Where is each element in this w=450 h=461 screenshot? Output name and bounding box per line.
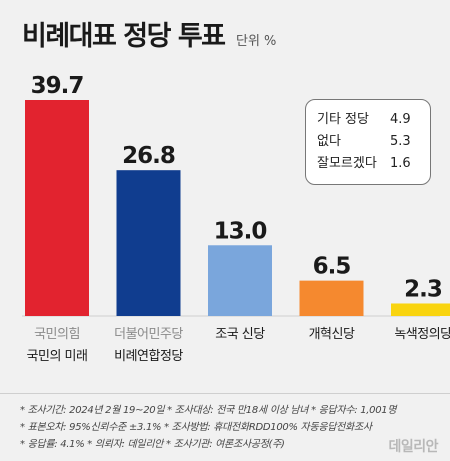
category-label: 녹색정의당	[394, 327, 450, 342]
data-label: 26.8	[122, 143, 175, 169]
footer-line: * 표본오차: 95%신뢰수준 ±3.1% * 조사방법: 휴대전화RDD100…	[20, 422, 372, 433]
others-row: 기타 정당 4.9	[317, 109, 418, 131]
footer-line: * 응답률: 4.1% * 의뢰자: 데일리안 * 조사기관: 여론조사공정(주…	[20, 439, 285, 450]
unit-label: 단위 %	[236, 34, 277, 49]
footer-line: * 조사기간: 2024년 2월 19~20일 * 조사대상: 전국 만18세 …	[20, 405, 397, 416]
others-box: 기타 정당 4.9 없다 5.3 잘모르겠다 1.6	[305, 99, 431, 185]
others-label: 잘모르겠다	[317, 156, 377, 171]
others-label: 기타 정당	[317, 112, 369, 127]
category-label: 국민의힘	[34, 327, 80, 342]
survey-footer: * 조사기간: 2024년 2월 19~20일 * 조사대상: 전국 만18세 …	[0, 393, 450, 461]
bar	[116, 170, 181, 316]
watermark-logo: 데일리안	[388, 439, 438, 455]
category-label: 국민의 미래	[27, 349, 88, 364]
others-value: 4.9	[390, 112, 411, 127]
others-value: 5.3	[390, 134, 411, 149]
category-label: 개혁신당	[309, 327, 355, 342]
others-row: 없다 5.3	[317, 131, 418, 153]
data-label: 6.5	[313, 254, 351, 280]
data-label: 13.0	[214, 218, 267, 244]
chart-title: 비례대표 정당 투표	[22, 21, 226, 52]
category-label: 더불어민주당	[114, 327, 183, 342]
bar	[208, 245, 272, 316]
bar	[391, 303, 450, 316]
bar	[25, 100, 89, 316]
others-row: 잘모르겠다 1.6	[317, 153, 418, 175]
bar	[299, 280, 364, 316]
category-label: 조국 신당	[215, 327, 265, 342]
others-label: 없다	[317, 134, 341, 149]
data-label: 39.7	[31, 73, 84, 99]
category-label: 비례연합정당	[114, 349, 183, 364]
data-label: 2.3	[404, 276, 442, 302]
others-value: 1.6	[390, 156, 411, 171]
